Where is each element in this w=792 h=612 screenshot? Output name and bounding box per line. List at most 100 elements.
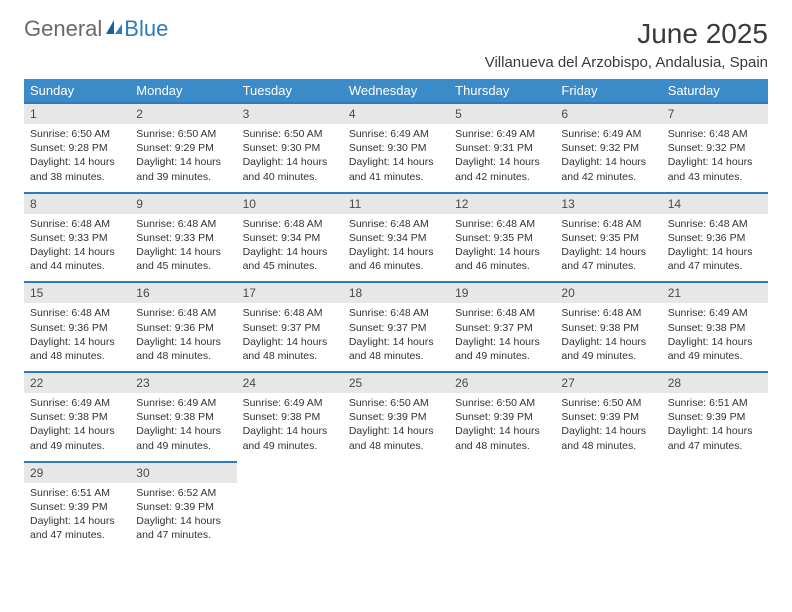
day-number: 28 <box>668 376 681 390</box>
sunrise-text: Sunrise: 6:49 AM <box>561 127 655 141</box>
daylight-text: Daylight: 14 hours and 48 minutes. <box>349 424 443 452</box>
day-number: 10 <box>243 197 256 211</box>
day-number-cell: 1 <box>24 103 130 124</box>
day-number-row: 15161718192021 <box>24 282 768 303</box>
day-number: 4 <box>349 107 356 121</box>
sunset-text: Sunset: 9:36 PM <box>30 321 124 335</box>
sunset-text: Sunset: 9:39 PM <box>136 500 230 514</box>
day-number: 1 <box>30 107 37 121</box>
day-content-cell: Sunrise: 6:51 AMSunset: 9:39 PMDaylight:… <box>24 483 130 551</box>
day-number-cell: 11 <box>343 193 449 214</box>
sunrise-text: Sunrise: 6:50 AM <box>561 396 655 410</box>
sunrise-text: Sunrise: 6:49 AM <box>668 306 762 320</box>
daylight-text: Daylight: 14 hours and 42 minutes. <box>561 155 655 183</box>
sunrise-text: Sunrise: 6:48 AM <box>668 217 762 231</box>
brand-logo: General Blue <box>24 18 168 40</box>
sunset-text: Sunset: 9:36 PM <box>136 321 230 335</box>
day-number: 23 <box>136 376 149 390</box>
daylight-text: Daylight: 14 hours and 47 minutes. <box>561 245 655 273</box>
day-number-cell: 5 <box>449 103 555 124</box>
day-number-cell: 3 <box>237 103 343 124</box>
day-content-cell: Sunrise: 6:48 AMSunset: 9:34 PMDaylight:… <box>237 214 343 283</box>
day-number: 12 <box>455 197 468 211</box>
day-content-cell: Sunrise: 6:48 AMSunset: 9:38 PMDaylight:… <box>555 303 661 372</box>
day-number-cell: 8 <box>24 193 130 214</box>
day-content-cell: Sunrise: 6:48 AMSunset: 9:34 PMDaylight:… <box>343 214 449 283</box>
sunset-text: Sunset: 9:38 PM <box>30 410 124 424</box>
day-number-cell: 30 <box>130 462 236 483</box>
sunset-text: Sunset: 9:39 PM <box>561 410 655 424</box>
day-number-cell: 29 <box>24 462 130 483</box>
page-header: General Blue June 2025 Villanueva del Ar… <box>24 18 768 71</box>
day-number: 17 <box>243 286 256 300</box>
daylight-text: Daylight: 14 hours and 48 minutes. <box>243 335 337 363</box>
sunset-text: Sunset: 9:38 PM <box>243 410 337 424</box>
sunset-text: Sunset: 9:28 PM <box>30 141 124 155</box>
sunrise-text: Sunrise: 6:48 AM <box>349 306 443 320</box>
day-content-cell: Sunrise: 6:50 AMSunset: 9:39 PMDaylight:… <box>343 393 449 462</box>
day-number: 19 <box>455 286 468 300</box>
daylight-text: Daylight: 14 hours and 43 minutes. <box>668 155 762 183</box>
day-content-cell: Sunrise: 6:52 AMSunset: 9:39 PMDaylight:… <box>130 483 236 551</box>
daylight-text: Daylight: 14 hours and 49 minutes. <box>30 424 124 452</box>
day-number-cell: 25 <box>343 372 449 393</box>
sunrise-text: Sunrise: 6:48 AM <box>136 217 230 231</box>
day-content-cell: Sunrise: 6:49 AMSunset: 9:32 PMDaylight:… <box>555 124 661 193</box>
calendar-page: General Blue June 2025 Villanueva del Ar… <box>0 0 792 568</box>
daylight-text: Daylight: 14 hours and 46 minutes. <box>455 245 549 273</box>
daylight-text: Daylight: 14 hours and 47 minutes. <box>136 514 230 542</box>
day-number-cell <box>449 462 555 483</box>
day-number-cell: 24 <box>237 372 343 393</box>
sunset-text: Sunset: 9:30 PM <box>243 141 337 155</box>
location-text: Villanueva del Arzobispo, Andalusia, Spa… <box>485 54 768 71</box>
sunset-text: Sunset: 9:33 PM <box>136 231 230 245</box>
day-number-cell: 16 <box>130 282 236 303</box>
daylight-text: Daylight: 14 hours and 49 minutes. <box>561 335 655 363</box>
daylight-text: Daylight: 14 hours and 49 minutes. <box>243 424 337 452</box>
sunrise-text: Sunrise: 6:48 AM <box>561 306 655 320</box>
day-number: 5 <box>455 107 462 121</box>
daylight-text: Daylight: 14 hours and 41 minutes. <box>349 155 443 183</box>
day-number-cell: 20 <box>555 282 661 303</box>
weekday-header: Tuesday <box>237 79 343 103</box>
sunset-text: Sunset: 9:35 PM <box>455 231 549 245</box>
month-title: June 2025 <box>485 18 768 50</box>
daylight-text: Daylight: 14 hours and 49 minutes. <box>455 335 549 363</box>
day-content-row: Sunrise: 6:48 AMSunset: 9:33 PMDaylight:… <box>24 214 768 283</box>
day-number-cell: 14 <box>662 193 768 214</box>
sunset-text: Sunset: 9:37 PM <box>455 321 549 335</box>
sunrise-text: Sunrise: 6:48 AM <box>30 217 124 231</box>
day-content-cell: Sunrise: 6:50 AMSunset: 9:30 PMDaylight:… <box>237 124 343 193</box>
day-number-cell: 15 <box>24 282 130 303</box>
sunrise-text: Sunrise: 6:49 AM <box>243 396 337 410</box>
sunset-text: Sunset: 9:29 PM <box>136 141 230 155</box>
day-content-cell: Sunrise: 6:48 AMSunset: 9:35 PMDaylight:… <box>555 214 661 283</box>
day-content-cell: Sunrise: 6:49 AMSunset: 9:31 PMDaylight:… <box>449 124 555 193</box>
sunset-text: Sunset: 9:36 PM <box>668 231 762 245</box>
day-content-cell: Sunrise: 6:48 AMSunset: 9:33 PMDaylight:… <box>24 214 130 283</box>
daylight-text: Daylight: 14 hours and 48 minutes. <box>30 335 124 363</box>
sunrise-text: Sunrise: 6:49 AM <box>455 127 549 141</box>
day-content-row: Sunrise: 6:51 AMSunset: 9:39 PMDaylight:… <box>24 483 768 551</box>
day-number-cell: 23 <box>130 372 236 393</box>
day-number-cell: 21 <box>662 282 768 303</box>
day-content-row: Sunrise: 6:48 AMSunset: 9:36 PMDaylight:… <box>24 303 768 372</box>
day-number-row: 22232425262728 <box>24 372 768 393</box>
day-content-cell: Sunrise: 6:48 AMSunset: 9:36 PMDaylight:… <box>662 214 768 283</box>
day-content-row: Sunrise: 6:49 AMSunset: 9:38 PMDaylight:… <box>24 393 768 462</box>
day-number-cell: 2 <box>130 103 236 124</box>
daylight-text: Daylight: 14 hours and 48 minutes. <box>136 335 230 363</box>
daylight-text: Daylight: 14 hours and 47 minutes. <box>668 424 762 452</box>
day-number: 6 <box>561 107 568 121</box>
day-number-cell <box>237 462 343 483</box>
daylight-text: Daylight: 14 hours and 48 minutes. <box>561 424 655 452</box>
daylight-text: Daylight: 14 hours and 49 minutes. <box>136 424 230 452</box>
day-number: 24 <box>243 376 256 390</box>
sunrise-text: Sunrise: 6:48 AM <box>561 217 655 231</box>
sunrise-text: Sunrise: 6:48 AM <box>243 217 337 231</box>
daylight-text: Daylight: 14 hours and 39 minutes. <box>136 155 230 183</box>
day-content-cell: Sunrise: 6:50 AMSunset: 9:39 PMDaylight:… <box>449 393 555 462</box>
brand-part2: Blue <box>124 18 168 40</box>
daylight-text: Daylight: 14 hours and 38 minutes. <box>30 155 124 183</box>
sunset-text: Sunset: 9:38 PM <box>561 321 655 335</box>
